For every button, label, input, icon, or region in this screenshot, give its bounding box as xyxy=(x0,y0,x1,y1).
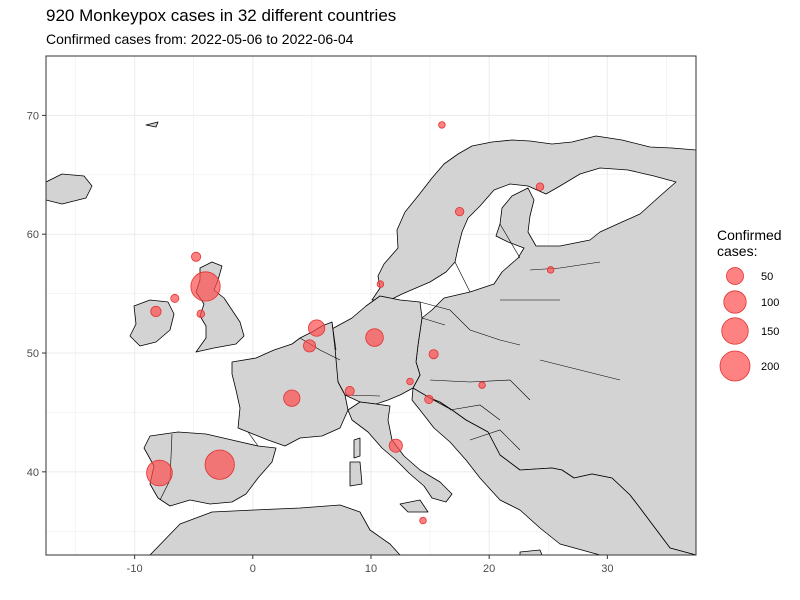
y-tick-label: 50 xyxy=(27,348,39,360)
case-bubble xyxy=(454,206,465,217)
legend-title-line1: Confirmed xyxy=(717,227,782,243)
x-tick-label: 0 xyxy=(250,563,256,575)
x-axis: -10 0 10 20 30 xyxy=(127,555,613,575)
map-title: 920 Monkeypox cases in 32 different coun… xyxy=(46,6,397,25)
case-bubble xyxy=(365,328,384,347)
case-bubble xyxy=(344,386,355,397)
case-bubble xyxy=(283,389,301,407)
legend-label: 150 xyxy=(761,326,779,338)
x-tick-label: 20 xyxy=(483,563,495,575)
case-bubble xyxy=(438,121,446,129)
legend: Confirmed cases: 50 100 150 200 xyxy=(717,227,782,382)
land-iceland xyxy=(46,173,93,205)
legend-title-line2: cases: xyxy=(717,243,757,259)
y-axis: 40 50 60 70 xyxy=(27,110,46,479)
land-balkans xyxy=(411,387,696,555)
case-bubble xyxy=(190,271,221,302)
case-bubble xyxy=(535,182,545,191)
case-bubble xyxy=(204,449,235,480)
land-islet-north xyxy=(145,121,159,128)
legend-label: 200 xyxy=(761,361,779,373)
case-bubble xyxy=(424,394,434,405)
land-ireland xyxy=(129,299,175,347)
legend-entries: 50 100 150 200 xyxy=(719,267,779,382)
case-bubble xyxy=(419,516,427,525)
case-bubble xyxy=(303,339,317,353)
land-corsica xyxy=(353,437,361,459)
land-sardinia xyxy=(349,461,363,487)
legend-label: 50 xyxy=(761,271,773,283)
y-tick-label: 40 xyxy=(27,467,39,479)
x-tick-label: 10 xyxy=(365,563,377,575)
map-subtitle: Confirmed cases from: 2022-05-06 to 2022… xyxy=(46,31,354,47)
land-italy xyxy=(347,401,453,503)
legend-bubble xyxy=(721,317,749,345)
x-tick-label: -10 xyxy=(127,563,143,575)
case-bubble xyxy=(406,377,414,386)
legend-bubble xyxy=(726,267,744,285)
land-layer xyxy=(46,121,696,555)
land-scandinavia-east xyxy=(371,135,696,555)
case-bubble xyxy=(478,381,486,389)
legend-bubble xyxy=(719,350,751,382)
case-bubble xyxy=(146,459,173,487)
land-sicily xyxy=(399,499,429,513)
case-bubble xyxy=(376,280,385,288)
case-bubble xyxy=(308,319,326,337)
land-crete xyxy=(519,549,543,555)
y-tick-label: 60 xyxy=(27,229,39,241)
case-bubble xyxy=(546,266,555,274)
case-bubble xyxy=(191,251,202,262)
land-north-africa xyxy=(149,504,401,555)
case-bubble xyxy=(170,293,180,303)
case-bubble xyxy=(196,309,206,319)
x-tick-label: 30 xyxy=(601,563,613,575)
case-bubbles xyxy=(146,121,555,525)
y-tick-label: 70 xyxy=(27,110,39,122)
case-bubble xyxy=(388,438,403,453)
legend-bubble xyxy=(723,290,747,314)
legend-label: 100 xyxy=(761,297,779,309)
case-bubble xyxy=(150,305,162,318)
case-bubble xyxy=(428,349,439,360)
